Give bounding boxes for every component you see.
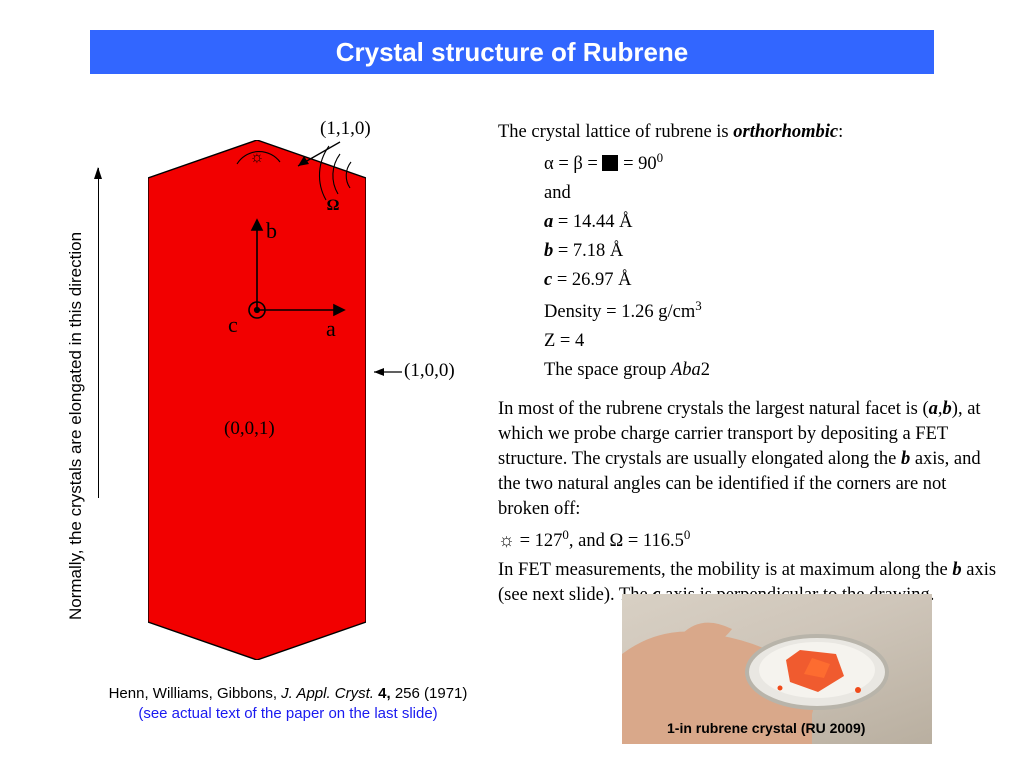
crystal-diagram: ☼ Ω a b c (0,0,1) — [148, 140, 366, 660]
space-suf: 2 — [701, 360, 710, 380]
cite-vol: 4, — [374, 685, 395, 702]
crystal-shape: ☼ Ω — [148, 140, 366, 660]
angle-sep: , and — [569, 531, 610, 551]
p2-baxis2: b — [901, 449, 910, 469]
title-bar: Crystal structure of Rubrene — [90, 30, 934, 74]
b-value: = 7.18 Å — [553, 241, 623, 261]
pointer-100-label: (1,0,0) — [404, 360, 455, 382]
p2a: In most of the rubrene crystals the larg… — [498, 399, 929, 419]
axis-a-label: a — [326, 316, 336, 342]
a-label: a — [544, 212, 553, 232]
face-001-label: (0,0,1) — [224, 418, 275, 440]
angle2-val: = 116.5 — [623, 531, 684, 551]
pointer-100-arrow — [368, 365, 404, 379]
z-value: Z = 4 — [498, 329, 998, 354]
axis-b-label: b — [266, 218, 277, 244]
cite-journal: J. Appl. Cryst. — [281, 685, 374, 702]
c-value: = 26.97 Å — [552, 270, 631, 290]
cite-authors: Henn, Williams, Gibbons, — [109, 685, 282, 702]
space-group: Aba — [671, 360, 701, 380]
side-arrow — [98, 168, 99, 498]
citation: Henn, Williams, Gibbons, J. Appl. Cryst.… — [88, 684, 488, 725]
angle1-val: = 127 — [515, 531, 562, 551]
b-label: b — [544, 241, 553, 261]
angles-prefix: α = β = — [544, 154, 602, 174]
pointer-110-label: (1,1,0) — [320, 118, 371, 140]
space-pre: The space group — [544, 360, 671, 380]
photo-caption: 1-in rubrene crystal (RU 2009) — [667, 720, 865, 736]
angles-suffix: = 90 — [618, 154, 656, 174]
axis-c-label: c — [228, 312, 238, 338]
crystal-photo: 1-in rubrene crystal (RU 2009) — [622, 594, 932, 744]
cite-note: (see actual text of the paper on the las… — [138, 705, 437, 722]
side-elongation-label: Normally, the crystals are elongated in … — [66, 232, 86, 620]
angle2-sym: Ω — [609, 531, 623, 551]
p2-b-axis: b — [943, 399, 952, 419]
svg-text:☼: ☼ — [250, 149, 265, 166]
svg-text:Ω: Ω — [327, 197, 340, 214]
description-text: The crystal lattice of rubrene is orthor… — [498, 120, 998, 612]
density: Density = 1.26 g/cm — [544, 302, 695, 322]
angle1-sym: ☼ — [498, 531, 515, 551]
p3a: In FET measurements, the mobility is at … — [498, 560, 952, 580]
intro-text: The crystal lattice of rubrene is — [498, 122, 733, 142]
c-label: c — [544, 270, 552, 290]
cite-page: 256 (1971) — [395, 685, 468, 702]
a-value: = 14.44 Å — [553, 212, 632, 232]
intro-orthorhombic: orthorhombic — [733, 122, 838, 142]
and-line: and — [498, 181, 998, 206]
pointer-110-arrow — [290, 138, 350, 174]
p3-b: b — [952, 560, 961, 580]
p2-a-axis: a — [929, 399, 938, 419]
gamma-swatch — [602, 155, 618, 171]
